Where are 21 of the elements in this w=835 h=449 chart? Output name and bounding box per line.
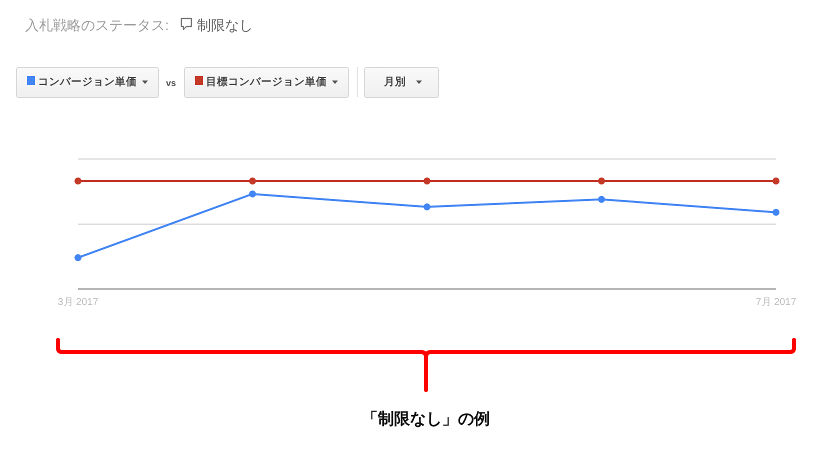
title: 入札戦略のステータス: bbox=[25, 17, 169, 33]
button-period: 月別 bbox=[364, 67, 439, 98]
legend-label: コンバージョン単価 bbox=[38, 75, 137, 88]
point bbox=[424, 178, 430, 184]
point bbox=[74, 178, 82, 184]
legend-item: コンバージョン単価 bbox=[16, 67, 159, 98]
point bbox=[598, 178, 605, 184]
subtitle: 制限なし bbox=[196, 17, 253, 33]
text: vs bbox=[166, 78, 176, 88]
point bbox=[249, 178, 256, 184]
legend-label: 目標コンバージョン単価 bbox=[206, 75, 327, 88]
caption: 「制限なし」の例 bbox=[362, 411, 490, 428]
x-tick-label: 7月 2017 bbox=[756, 297, 796, 308]
point bbox=[249, 190, 256, 198]
point bbox=[598, 196, 605, 203]
point bbox=[772, 178, 780, 184]
point bbox=[74, 254, 82, 262]
point bbox=[772, 208, 780, 216]
x-tick-label: 3月 2017 bbox=[58, 297, 98, 308]
legend-item: 目標コンバージョン単価 bbox=[184, 67, 349, 98]
point bbox=[424, 203, 430, 210]
